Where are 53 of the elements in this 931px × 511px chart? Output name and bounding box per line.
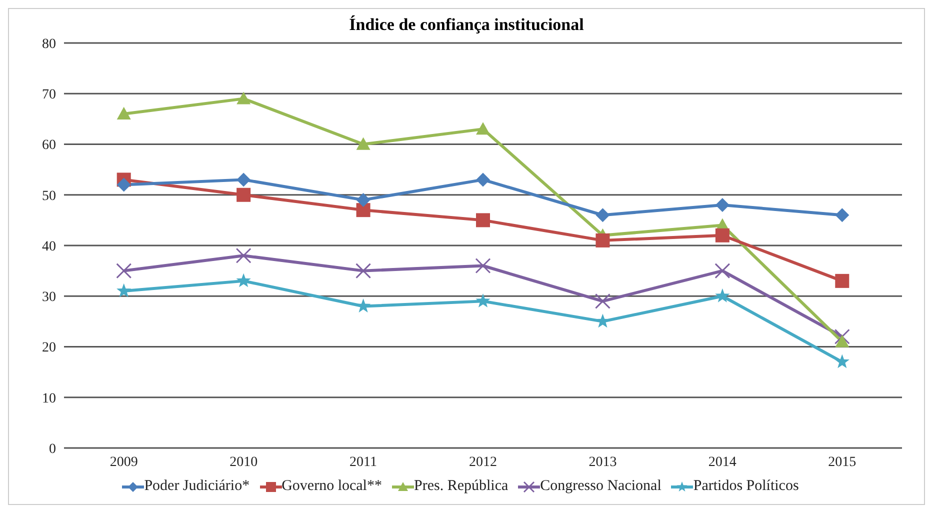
x-tick-label: 2012: [469, 454, 497, 470]
point: [356, 137, 370, 150]
point: [834, 328, 850, 344]
y-tick-label: 0: [49, 442, 56, 457]
legend-label: Pres. República: [414, 478, 508, 495]
y-tick-label: 20: [42, 340, 56, 356]
y-tick-label: 10: [42, 391, 56, 406]
y-tick-label: 80: [42, 36, 56, 52]
y-tick-label: 70: [42, 88, 56, 103]
point: [594, 293, 610, 309]
y-tick-label: 30: [42, 290, 56, 306]
point: [475, 258, 491, 274]
point: [236, 248, 252, 264]
point: [116, 263, 132, 279]
point: [835, 208, 850, 222]
point: [116, 283, 132, 298]
point: [476, 293, 490, 308]
point: [236, 172, 251, 187]
point: [356, 203, 370, 218]
y-tick-label: 50: [42, 188, 56, 204]
point: [835, 334, 850, 348]
x-tick-label: 2009: [110, 454, 138, 470]
legend-label: Partidos Políticos: [693, 478, 799, 495]
point: [715, 228, 730, 242]
x-tick-label: 2010: [230, 454, 258, 470]
point: [476, 122, 490, 135]
point: [116, 106, 131, 120]
x-tick-label: 2015: [828, 454, 856, 470]
y-tick-label: 60: [42, 138, 56, 154]
point: [116, 178, 131, 192]
y-tick-label: 40: [42, 239, 56, 254]
point: [834, 354, 850, 368]
x-tick-label: 2011: [350, 454, 378, 470]
point: [595, 314, 610, 328]
point: [714, 263, 730, 279]
point: [476, 213, 490, 228]
x-tick-label: 2013: [588, 454, 617, 470]
point: [596, 208, 610, 222]
point: [715, 198, 730, 212]
point: [715, 288, 730, 302]
legend-label: Poder Judiciário*: [144, 478, 250, 495]
point: [236, 273, 251, 288]
point: [356, 192, 370, 207]
point: [476, 172, 490, 187]
legend-label: Governo local**: [282, 478, 382, 495]
point: [356, 263, 372, 279]
point: [596, 233, 610, 248]
x-tick-label: 2014: [708, 454, 736, 470]
point: [236, 188, 251, 202]
chart-title: Índice de confiança institucional: [348, 15, 585, 35]
point: [236, 92, 251, 104]
point: [835, 274, 850, 288]
legend-label: Congresso Nacional: [540, 478, 662, 495]
